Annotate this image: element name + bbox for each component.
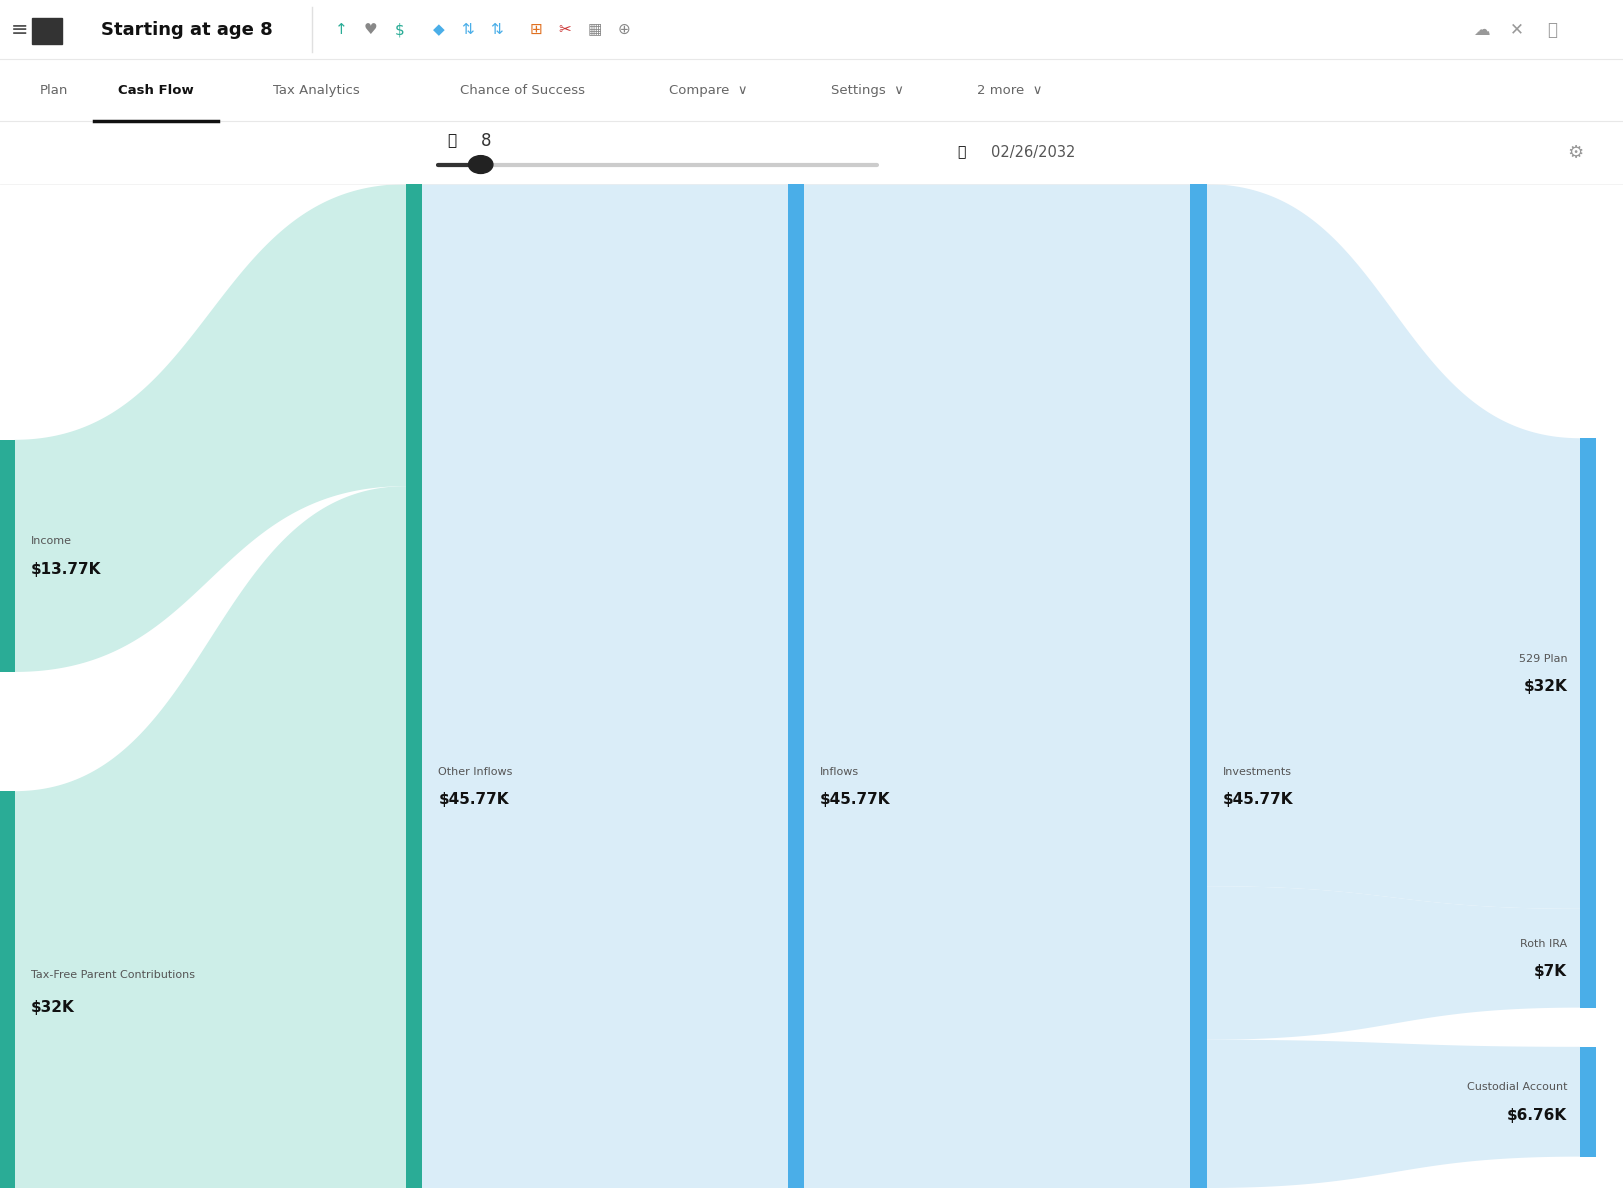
- Text: ↑: ↑: [334, 23, 347, 37]
- Text: ◆: ◆: [432, 23, 445, 37]
- Text: 📅: 📅: [956, 146, 966, 159]
- Text: ⇅: ⇅: [461, 23, 474, 37]
- Text: $13.77K: $13.77K: [31, 562, 101, 577]
- Polygon shape: [1206, 184, 1579, 909]
- Text: Roth IRA: Roth IRA: [1519, 939, 1566, 949]
- Text: ⇅: ⇅: [490, 23, 503, 37]
- Bar: [406, 184, 422, 1188]
- Text: ♥: ♥: [364, 23, 377, 37]
- Text: Chance of Success: Chance of Success: [461, 84, 584, 96]
- Text: Starting at age 8: Starting at age 8: [101, 20, 273, 39]
- Text: ✂: ✂: [558, 23, 571, 37]
- Text: Inflows: Inflows: [820, 767, 859, 777]
- Text: 529 Plan: 529 Plan: [1518, 655, 1566, 664]
- Text: Investments: Investments: [1222, 767, 1290, 777]
- Polygon shape: [15, 486, 406, 1188]
- Text: Compare  ∨: Compare ∨: [669, 84, 747, 96]
- Text: ⊕: ⊕: [617, 23, 630, 37]
- Bar: [1579, 438, 1595, 909]
- Text: $: $: [394, 23, 404, 37]
- Bar: [1579, 1047, 1595, 1157]
- Text: Plan: Plan: [39, 84, 68, 96]
- Text: $6.76K: $6.76K: [1506, 1107, 1566, 1123]
- Text: 🕐: 🕐: [446, 133, 456, 148]
- Text: ≡: ≡: [11, 20, 28, 39]
- Text: Settings  ∨: Settings ∨: [831, 84, 902, 96]
- Bar: [787, 184, 803, 1188]
- Text: 02/26/2032: 02/26/2032: [990, 145, 1074, 160]
- Text: $32K: $32K: [31, 1000, 75, 1015]
- Text: $32K: $32K: [1522, 680, 1566, 695]
- Text: 👤: 👤: [1547, 20, 1556, 39]
- Text: 2 more  ∨: 2 more ∨: [977, 84, 1042, 96]
- Text: 8: 8: [480, 132, 490, 150]
- Bar: [0, 184, 1623, 1188]
- Text: ✕: ✕: [1509, 20, 1522, 39]
- Polygon shape: [1206, 1040, 1579, 1188]
- Text: Tax Analytics: Tax Analytics: [273, 84, 360, 96]
- Polygon shape: [803, 184, 1190, 1188]
- Text: Tax-Free Parent Contributions: Tax-Free Parent Contributions: [31, 971, 195, 980]
- Text: ⚙: ⚙: [1566, 144, 1582, 162]
- Bar: [1579, 909, 1595, 1007]
- Text: $45.77K: $45.77K: [820, 792, 889, 808]
- Bar: [0, 0, 1623, 59]
- Polygon shape: [1206, 886, 1579, 1040]
- Bar: [1190, 184, 1206, 1188]
- Bar: [0, 59, 1623, 121]
- Text: $45.77K: $45.77K: [1222, 792, 1292, 808]
- Text: ☁: ☁: [1472, 20, 1488, 39]
- Text: ⊞: ⊞: [529, 23, 542, 37]
- Bar: [0, 121, 1623, 184]
- Polygon shape: [422, 184, 787, 1188]
- Text: Cash Flow: Cash Flow: [118, 84, 193, 96]
- Circle shape: [469, 156, 493, 173]
- Text: $45.77K: $45.77K: [438, 792, 508, 808]
- Bar: [32, 18, 62, 44]
- Text: Custodial Account: Custodial Account: [1466, 1082, 1566, 1092]
- Text: $7K: $7K: [1534, 965, 1566, 979]
- Polygon shape: [15, 184, 406, 672]
- Text: ▦: ▦: [588, 23, 601, 37]
- Text: Income: Income: [31, 536, 71, 546]
- Bar: [0, 791, 15, 1188]
- Text: Other Inflows: Other Inflows: [438, 767, 513, 777]
- Bar: [0, 440, 15, 672]
